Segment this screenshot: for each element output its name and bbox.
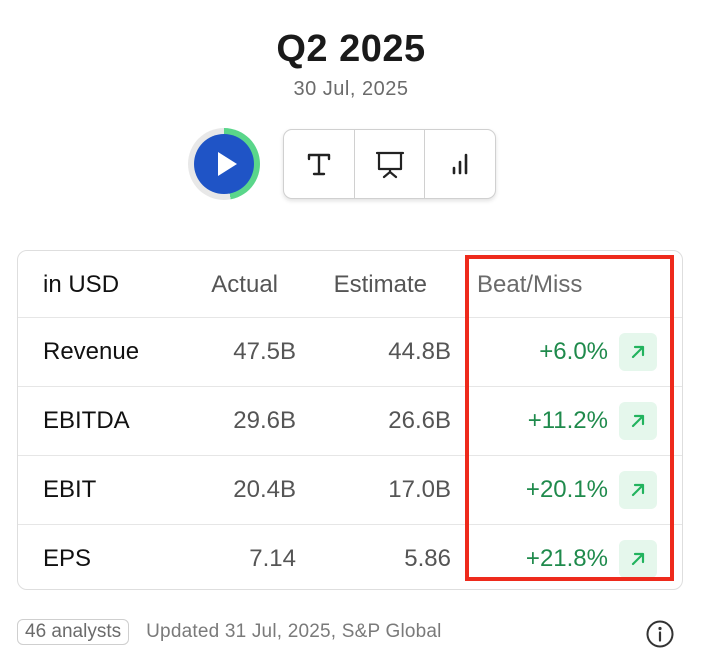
bar-chart-icon [452, 153, 468, 175]
text-view-button[interactable] [284, 130, 355, 198]
table-footer: 46 analysts Updated 31 Jul, 2025, S&P Gl… [17, 617, 442, 647]
earnings-table: in USD Actual Estimate Beat/Miss Revenue… [17, 250, 683, 590]
actual-value: 47.5B [233, 338, 296, 365]
view-toolbar [283, 129, 496, 199]
actual-value: 29.6B [233, 407, 296, 434]
analysts-count-badge: 46 analysts [17, 619, 130, 645]
actual-value: 7.14 [249, 545, 296, 572]
table-header-row: in USD Actual Estimate Beat/Miss [18, 251, 682, 319]
updated-source-text: Updated 31 Jul, 2025, S&P Global [146, 621, 442, 642]
row-label: EBIT [43, 476, 97, 503]
beat-miss-value: +6.0% [539, 338, 608, 365]
presentation-view-button[interactable] [355, 130, 426, 198]
estimate-value: 44.8B [388, 338, 451, 365]
row-label: Revenue [43, 338, 140, 365]
table-row: EPS 7.14 5.86 +21.8% [18, 524, 682, 593]
table-row: Revenue 47.5B 44.8B +6.0% [18, 317, 682, 386]
presentation-icon [375, 151, 404, 179]
chart-view-button[interactable] [425, 130, 495, 198]
estimate-value: 17.0B [388, 476, 451, 503]
quarter-title: Q2 2025 [276, 28, 426, 70]
column-header-estimate: Estimate [333, 271, 427, 298]
trend-up-icon [619, 471, 657, 509]
row-label: EBITDA [43, 407, 130, 434]
column-header-beat-miss: Beat/Miss [477, 271, 583, 298]
estimate-value: 26.6B [388, 407, 451, 434]
trend-up-icon [619, 333, 657, 371]
table-row: EBITDA 29.6B 26.6B +11.2% [18, 386, 682, 455]
report-date: 30 Jul, 2025 [293, 78, 409, 100]
actual-value: 20.4B [233, 476, 296, 503]
beat-miss-value: +21.8% [525, 545, 608, 572]
trend-up-icon [619, 540, 657, 578]
column-header-currency: in USD [43, 271, 120, 298]
beat-miss-value: +20.1% [525, 476, 608, 503]
estimate-value: 5.86 [404, 545, 451, 572]
play-button[interactable] [188, 128, 260, 200]
info-icon[interactable] [645, 619, 675, 649]
text-icon [307, 153, 331, 176]
table-row: EBIT 20.4B 17.0B +20.1% [18, 455, 682, 524]
column-header-actual: Actual [211, 271, 278, 298]
trend-up-icon [619, 402, 657, 440]
play-icon [194, 134, 254, 194]
row-label: EPS [43, 545, 92, 572]
beat-miss-value: +11.2% [527, 407, 608, 434]
